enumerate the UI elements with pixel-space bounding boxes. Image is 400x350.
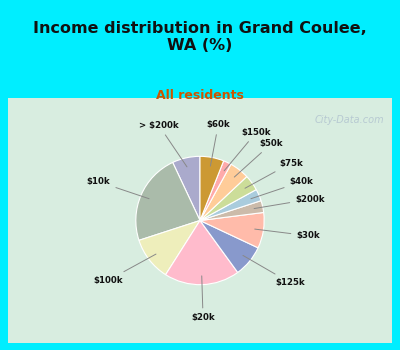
Text: $30k: $30k (255, 229, 320, 240)
Wedge shape (200, 190, 261, 220)
Text: $200k: $200k (254, 195, 325, 209)
Text: All residents: All residents (156, 89, 244, 102)
Wedge shape (136, 162, 200, 240)
Wedge shape (166, 220, 238, 285)
Wedge shape (200, 164, 247, 220)
Wedge shape (200, 201, 264, 220)
Wedge shape (200, 212, 264, 248)
Text: City-Data.com: City-Data.com (315, 115, 384, 125)
Wedge shape (139, 220, 200, 275)
Wedge shape (200, 220, 258, 272)
Text: $125k: $125k (243, 256, 305, 287)
Text: $150k: $150k (224, 128, 271, 171)
Text: $40k: $40k (251, 177, 313, 199)
Wedge shape (200, 161, 231, 220)
Text: > $200k: > $200k (139, 121, 187, 167)
Wedge shape (200, 176, 256, 220)
Text: $60k: $60k (206, 120, 230, 166)
Text: $10k: $10k (87, 177, 149, 199)
Text: Income distribution in Grand Coulee,
WA (%): Income distribution in Grand Coulee, WA … (33, 21, 367, 54)
Text: $75k: $75k (245, 159, 303, 188)
Text: $100k: $100k (93, 254, 156, 285)
Text: $50k: $50k (234, 139, 284, 177)
Wedge shape (173, 156, 200, 220)
Wedge shape (200, 156, 224, 220)
Text: $20k: $20k (191, 276, 215, 322)
